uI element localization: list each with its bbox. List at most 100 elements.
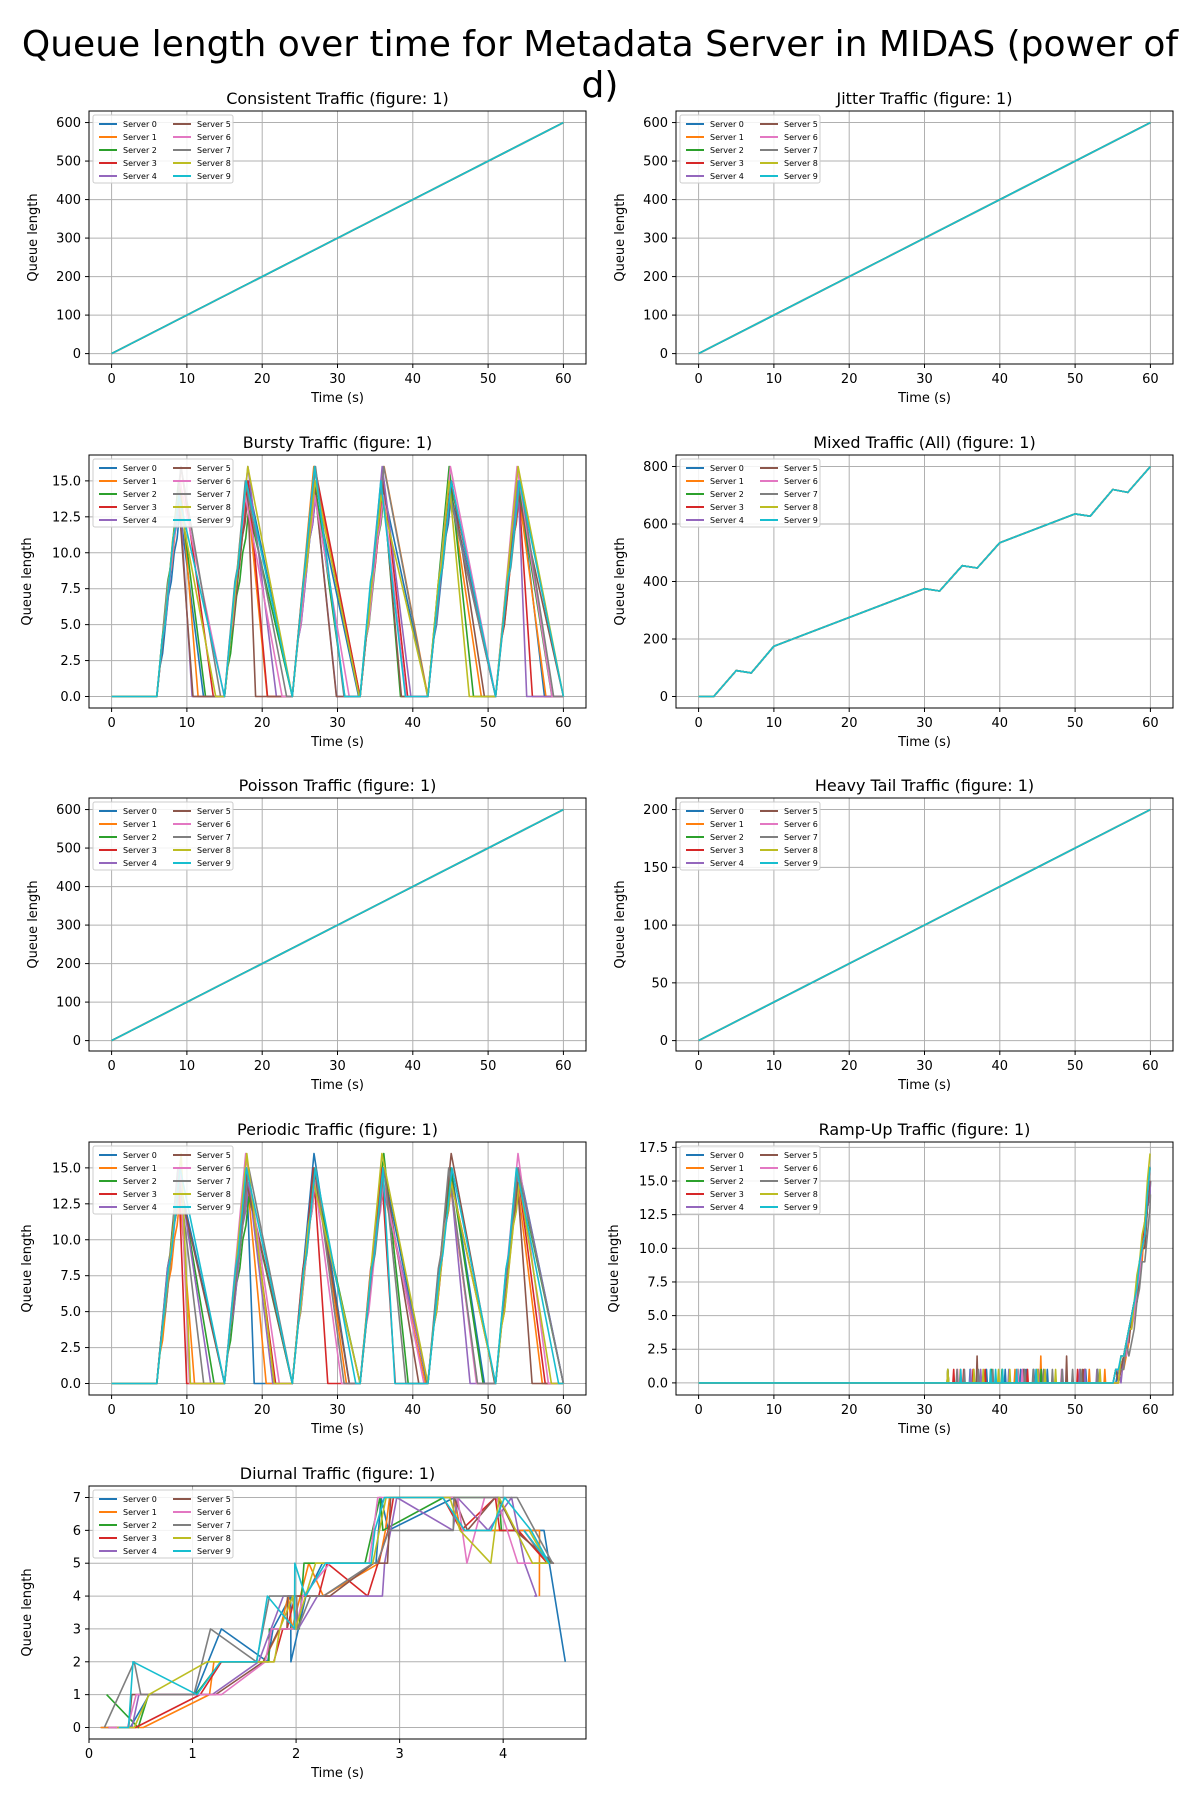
legend-label: Server 7 [784,833,818,842]
y-tick-label: 500 [643,155,668,170]
subplot-6: 0 10 20 30 40 50 60 0 50 100 150 200 Heavy Tail Traf… [613,776,1174,1093]
y-axis-label: Queue length [613,193,628,281]
y-tick-label: 200 [56,957,81,972]
series-line-server-9 [111,121,564,355]
legend-label: Server 4 [710,172,744,181]
legend-label: Server 8 [197,846,231,855]
y-tick-label: 400 [643,193,668,208]
legend-label: Server 3 [123,846,157,855]
series-group [111,1152,565,1385]
legend-label: Server 7 [784,1177,818,1186]
y-tick-label: 5 [73,1557,81,1572]
legend-label: Server 1 [123,1508,157,1517]
y-tick-label: 800 [643,460,668,475]
x-tick-label: 30 [916,372,933,387]
legend-label: Server 4 [123,859,157,868]
y-tick-label: 100 [56,996,81,1011]
x-tick-label: 0 [107,372,115,387]
x-axis-label: Time (s) [897,1078,951,1093]
y-tick-label: 600 [56,803,81,818]
legend-label: Server 7 [784,490,818,499]
y-tick-label: 12.5 [52,1197,81,1212]
legend-label: Server 4 [710,1203,744,1212]
y-tick-label: 12.5 [639,1208,668,1223]
x-tick-label: 60 [1142,1403,1159,1418]
legend-label: Server 5 [784,464,818,473]
legend-label: Server 3 [710,1190,744,1199]
x-tick-label: 40 [992,1059,1009,1074]
legend-label: Server 5 [197,120,231,129]
y-tick-label: 300 [643,232,668,247]
x-tick-label: 3 [395,1747,403,1762]
x-axis-label: Time (s) [897,391,951,406]
y-tick-label: 100 [643,919,668,934]
legend-label: Server 9 [197,172,231,181]
series-line-server-9 [698,1166,1151,1384]
x-tick-label: 60 [555,1059,572,1074]
y-tick-label: 400 [56,193,81,208]
y-tick-label: 2 [73,1655,81,1670]
legend-label: Server 4 [123,1547,157,1556]
y-tick-label: 0 [660,1034,668,1049]
x-tick-label: 10 [179,372,196,387]
legend: Server 0 Server 1 Server 2 Server 3 Server 4… [679,1145,821,1215]
legend-label: Server 0 [123,120,157,129]
legend-label: Server 7 [197,1521,231,1530]
y-tick-label: 10.0 [52,1233,81,1248]
y-tick-label: 200 [56,270,81,285]
subplot-title: Poisson Traffic (figure: 1) [239,776,437,795]
legend: Server 0 Server 1 Server 2 Server 3 Server 4… [679,114,821,184]
legend-label: Server 8 [197,1534,231,1543]
x-tick-label: 30 [329,716,346,731]
y-tick-label: 15.0 [52,474,81,489]
x-tick-label: 20 [841,1059,858,1074]
subplot-title: Diurnal Traffic (figure: 1) [240,1464,435,1483]
subplot-9: 0 1 2 3 4 0 1 2 3 4 5 6 7 Diurnal Traffic (figure: 1)… [20,1464,587,1781]
x-tick-label: 0 [694,1403,702,1418]
x-tick-label: 20 [254,372,271,387]
y-tick-label: 2.5 [60,654,81,669]
legend-box [679,1145,821,1215]
legend-box [679,458,821,528]
series-group [698,121,1151,355]
y-axis-label: Queue length [607,1224,622,1312]
figure-title: Queue length over time for Metadata Serv… [21,24,1179,106]
subplot-3: 0 10 20 30 40 50 60 0.0 2.5 5.0 7.5 10.0 12.5 15.0 Bur… [20,433,587,750]
x-tick-label: 40 [992,716,1009,731]
x-tick-label: 0 [85,1747,93,1762]
x-tick-label: 0 [694,716,702,731]
legend-label: Server 5 [197,464,231,473]
y-axis-label: Queue length [20,1224,35,1312]
legend-label: Server 1 [710,133,744,142]
x-tick-label: 0 [694,372,702,387]
series-group [698,1153,1152,1384]
y-axis-label: Queue length [20,537,35,625]
legend-label: Server 7 [784,146,818,155]
x-tick-label: 60 [555,1403,572,1418]
legend-label: Server 9 [197,1203,231,1212]
y-tick-label: 150 [643,861,668,876]
y-tick-label: 0 [73,1034,81,1049]
y-axis-label: Queue length [20,1568,35,1656]
subplot-title: Consistent Traffic (figure: 1) [226,89,449,108]
series-line-server-9 [111,1167,564,1385]
x-tick-label: 60 [555,716,572,731]
legend-label: Server 7 [197,490,231,499]
y-tick-label: 5.0 [647,1309,668,1324]
legend-label: Server 9 [784,516,818,525]
x-axis-label: Time (s) [897,735,951,750]
y-tick-label: 2.5 [647,1343,668,1358]
subplot-5: 0 10 20 30 40 50 600100200300400500600Poisson … [26,776,587,1093]
x-tick-label: 30 [329,372,346,387]
legend-label: Server 9 [784,859,818,868]
x-tick-label: 30 [916,1059,933,1074]
x-tick-label: 30 [916,1403,933,1418]
legend-label: Server 6 [784,1164,818,1173]
series-group [111,808,564,1042]
y-tick-label: 0 [660,690,668,705]
legend-label: Server 8 [784,159,818,168]
series-line-server-9 [698,465,1152,698]
legend-label: Server 8 [197,159,231,168]
